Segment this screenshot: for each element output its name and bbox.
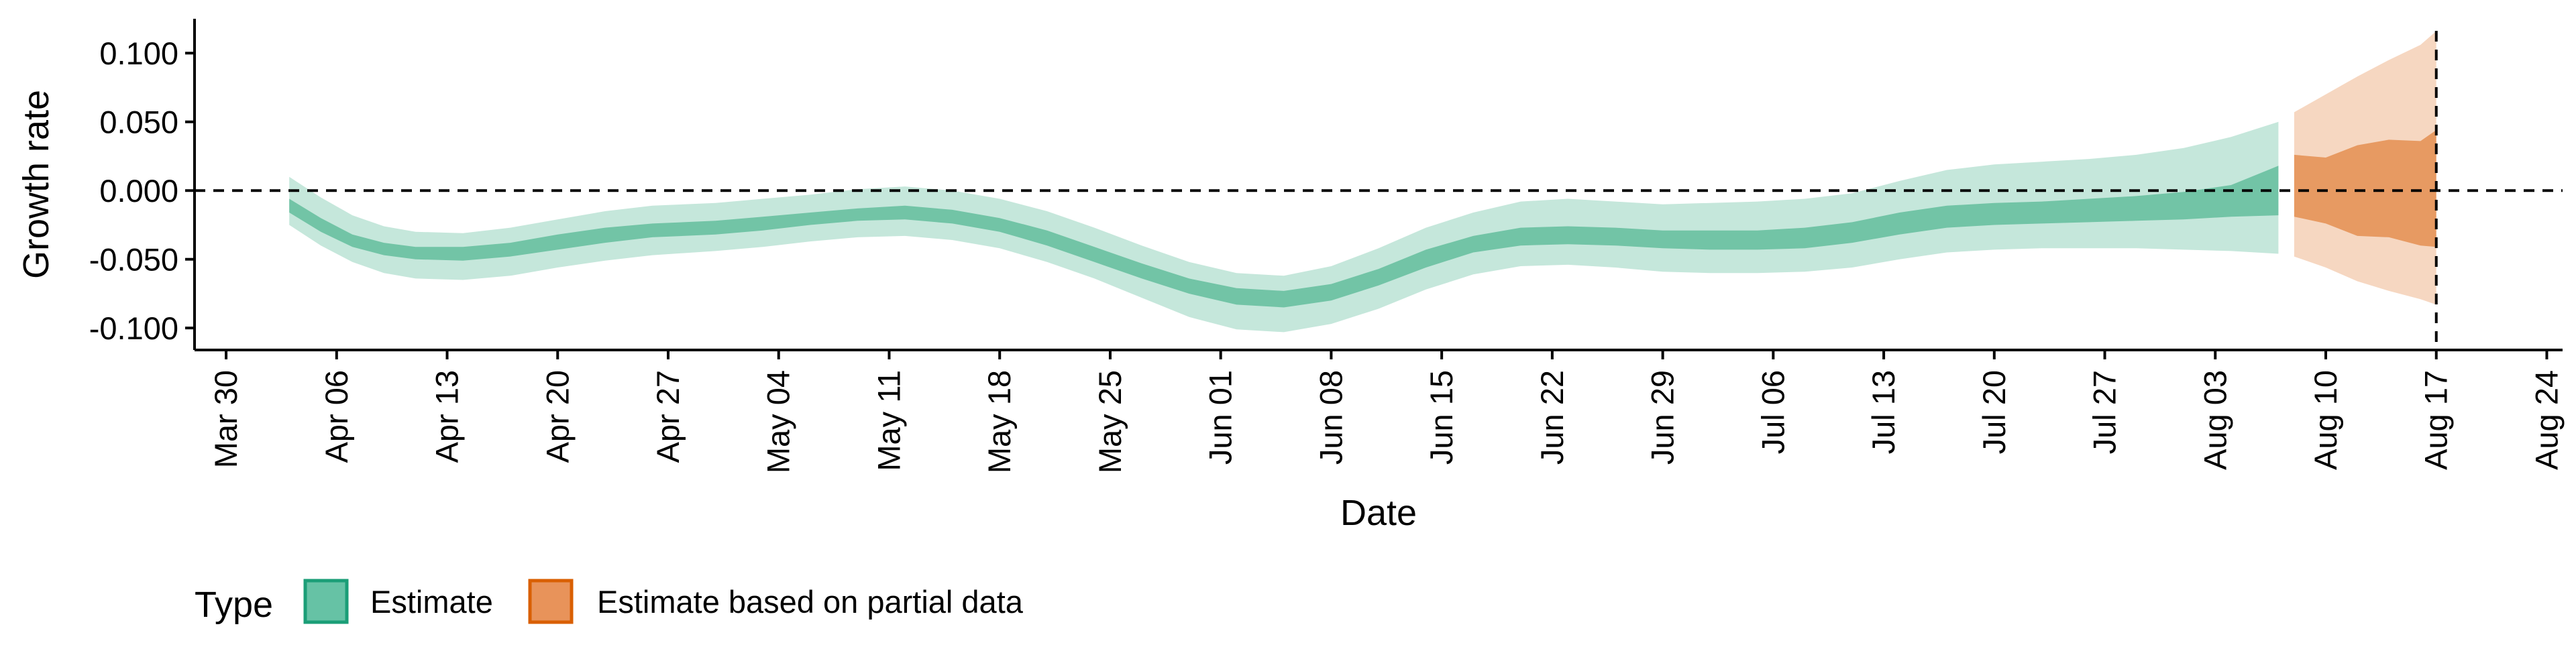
partial-legend-label: Estimate based on partial data	[597, 584, 1024, 620]
x-tick-label: Jul 06	[1755, 370, 1790, 454]
x-tick-label: May 25	[1092, 370, 1128, 473]
x-tick-label: Aug 10	[2308, 370, 2343, 470]
x-tick-label: Jul 20	[1976, 370, 2012, 454]
reference-lines	[195, 31, 2563, 350]
x-tick-label: Jun 01	[1203, 370, 1238, 465]
x-axis-title: Date	[1340, 493, 1417, 533]
y-tick-label: 0.100	[99, 36, 178, 71]
x-tick-label: Apr 27	[650, 370, 686, 463]
x-tick-label: Aug 03	[2197, 370, 2233, 470]
x-tick-label: Jun 08	[1313, 370, 1348, 465]
x-tick-label: Jul 27	[2087, 370, 2123, 454]
y-tick-label: 0.050	[99, 105, 178, 140]
partial-data-inner-band	[2294, 130, 2436, 247]
x-tick-label: Mar 30	[208, 370, 244, 468]
y-tick-label: -0.100	[89, 310, 178, 346]
legend-title: Type	[195, 585, 273, 625]
x-tick-label: Aug 17	[2418, 370, 2454, 470]
y-tick-label: -0.050	[89, 242, 178, 278]
x-tick-label: May 04	[761, 370, 796, 473]
x-tick-label: Jun 22	[1534, 370, 1570, 465]
x-tick-label: Jun 15	[1424, 370, 1459, 465]
x-tick-label: Apr 06	[319, 370, 354, 463]
axes: 0.100 0.050 0.000 -0.050 -0.100 Mar 30 Apr 06 A…	[89, 19, 2565, 473]
x-tick-label: May 11	[871, 370, 907, 471]
legend: Type Estimate Estimate based on partial d…	[195, 579, 1024, 625]
y-axis-title: Growth rate	[16, 90, 56, 279]
x-tick-label: Aug 24	[2529, 370, 2565, 470]
partial-legend-swatch	[528, 579, 574, 624]
estimate-legend-label: Estimate	[370, 584, 493, 620]
x-tick-label: Jul 13	[1866, 370, 1901, 454]
x-tick-label: Apr 13	[429, 370, 465, 463]
ribbon-layer	[289, 31, 2436, 333]
estimate-legend-swatch	[303, 579, 349, 624]
x-tick-label: May 18	[981, 370, 1017, 473]
x-tick-label: Apr 20	[539, 370, 575, 463]
x-tick-label: Jun 29	[1645, 370, 1680, 465]
y-tick-label: 0.000	[99, 173, 178, 209]
estimate-inner-band	[289, 166, 2279, 308]
